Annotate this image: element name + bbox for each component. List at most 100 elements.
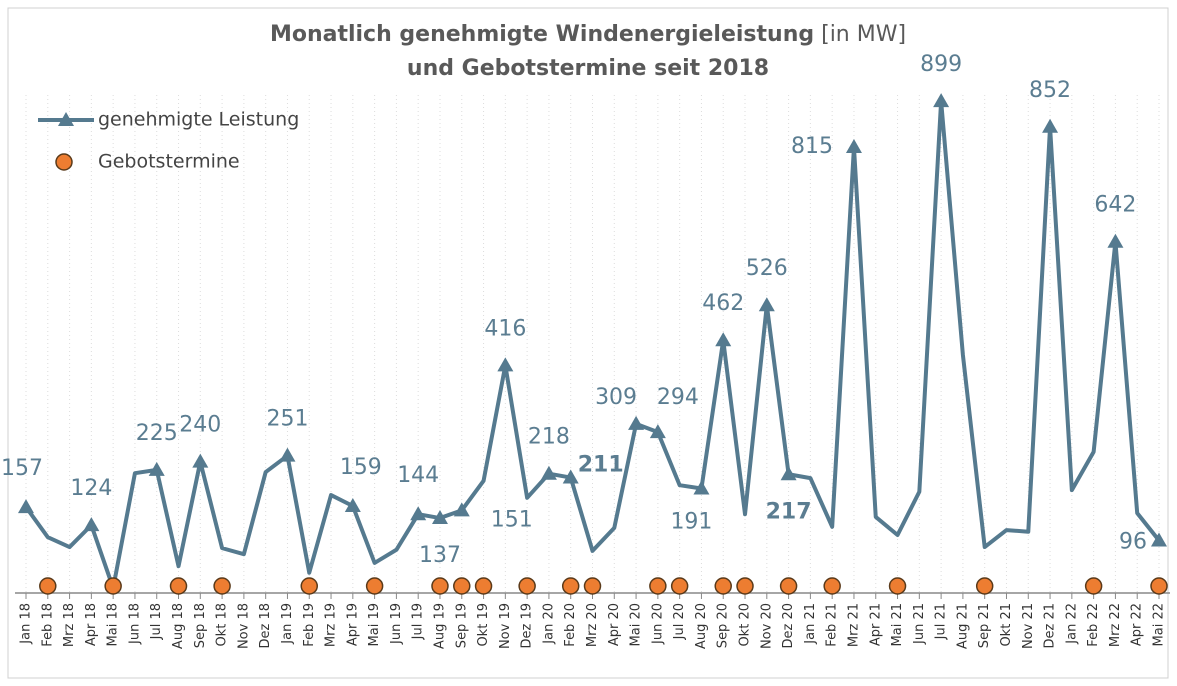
x-tick-label: Dez 19 [520,603,535,649]
chart-subtitle: und Gebotstermine seit 2018 [407,56,769,81]
marker [83,517,100,532]
x-tick-label: Aug 20 [694,603,709,649]
marker [649,424,666,439]
marker [497,357,514,372]
title-unit: [in MW] [821,22,906,47]
title: Monatlich genehmigte Windenergieleistung [270,22,814,47]
data-label: 240 [179,413,221,438]
data-label: 151 [491,507,533,532]
x-tick-label: Jan 18 [19,603,34,645]
x-tick-label: Sep 18 [193,603,208,648]
x-tick-label: Okt 19 [476,603,491,647]
event-dot [474,577,493,595]
data-label: 899 [920,52,962,77]
x-tick-label: Nov 21 [1021,603,1036,649]
x-tick-label: Jul 20 [672,603,687,640]
data-label: 309 [595,385,637,410]
marker [758,297,775,312]
event-dot [649,577,667,595]
x-tick-label: Feb 20 [563,603,578,647]
marker [540,465,557,480]
x-tick-label: Mai 18 [106,603,121,646]
marker [18,499,34,514]
x-tick-label: Mrz 18 [62,603,77,647]
x-tick-label: Aug 19 [432,603,447,649]
marker [192,453,209,468]
data-label: 157 [1,456,43,481]
event-dot [888,577,907,595]
event-dot [779,577,798,595]
data-label: 852 [1029,78,1071,103]
data-label: 218 [528,425,570,450]
x-tick-label: Dez 18 [258,603,273,649]
event-dot [169,577,188,595]
event-dot [365,577,384,595]
x-tick-label: Aug 21 [955,603,970,649]
x-tick-label: Apr 18 [84,603,99,646]
x-tick-label: Jun 18 [127,603,142,645]
data-label: 137 [419,543,461,568]
event-dot [670,577,689,595]
event-dot [975,577,994,595]
event-dot [1084,577,1103,595]
x-tick-label: Mrz 22 [1108,603,1123,647]
x-tick-label: Sep 20 [716,603,731,648]
legend-marker [58,112,74,126]
legend-dot [55,153,73,171]
marker [780,466,797,481]
data-label: 191 [670,509,712,534]
event-dot [518,577,536,595]
x-tick-label: Mai 21 [890,603,905,646]
x-tick-label: Apr 21 [868,603,883,646]
data-label: 294 [657,385,699,410]
event-dot [583,577,602,595]
event-dot [714,577,732,595]
event-dot [736,577,754,595]
x-tick-label: Jul 19 [411,603,426,640]
event-dot [104,577,122,595]
x-tick-label: Mrz 20 [585,603,600,647]
x-tick-label: Sep 21 [977,603,992,648]
x-tick-label: Apr 20 [607,603,622,646]
x-tick-label: Jan 21 [803,603,818,645]
event-dot [561,577,580,595]
marker [715,332,732,347]
legend-label: Gebotstermine [98,151,240,173]
marker [562,469,579,484]
event-dot [1150,577,1168,595]
data-label: 526 [746,256,788,281]
legend-label: genehmigte Leistung [98,109,299,131]
x-tick-label: Apr 19 [345,603,360,646]
x-tick-label: Aug 18 [171,603,186,649]
x-tick-label: Okt 21 [999,603,1014,647]
event-dot [300,577,318,595]
x-tick-label: Mai 19 [367,603,382,646]
x-tick-label: Okt 18 [215,603,230,647]
x-tick-label: Nov 18 [236,603,251,649]
x-tick-label: Mai 22 [1152,603,1167,646]
data-label: 462 [702,291,744,316]
x-tick-label: Feb 21 [825,603,840,647]
data-label: 225 [136,421,178,446]
marker [1151,532,1167,547]
x-tick-label: Jan 19 [280,603,295,645]
x-tick-label: Nov 20 [759,603,774,649]
event-dot [39,577,57,595]
x-tick-label: Mai 20 [629,603,644,646]
data-label: 217 [766,499,812,524]
x-tick-label: Nov 19 [498,603,513,649]
data-label: 251 [266,407,308,432]
x-tick-label: Jan 20 [541,603,556,645]
line [24,99,1161,591]
marker [693,480,710,495]
marker [453,502,470,517]
marker [628,415,645,430]
x-tick-label: Dez 21 [1043,603,1058,649]
x-tick-label: Jul 21 [934,603,949,640]
data-label: 159 [340,455,382,480]
data-label: 642 [1094,193,1136,218]
x-tick-label: Jun 21 [912,603,927,645]
x-tick-label: Jun 20 [650,603,665,645]
x-tick-label: Feb 19 [302,603,317,647]
event-dot [213,577,231,595]
